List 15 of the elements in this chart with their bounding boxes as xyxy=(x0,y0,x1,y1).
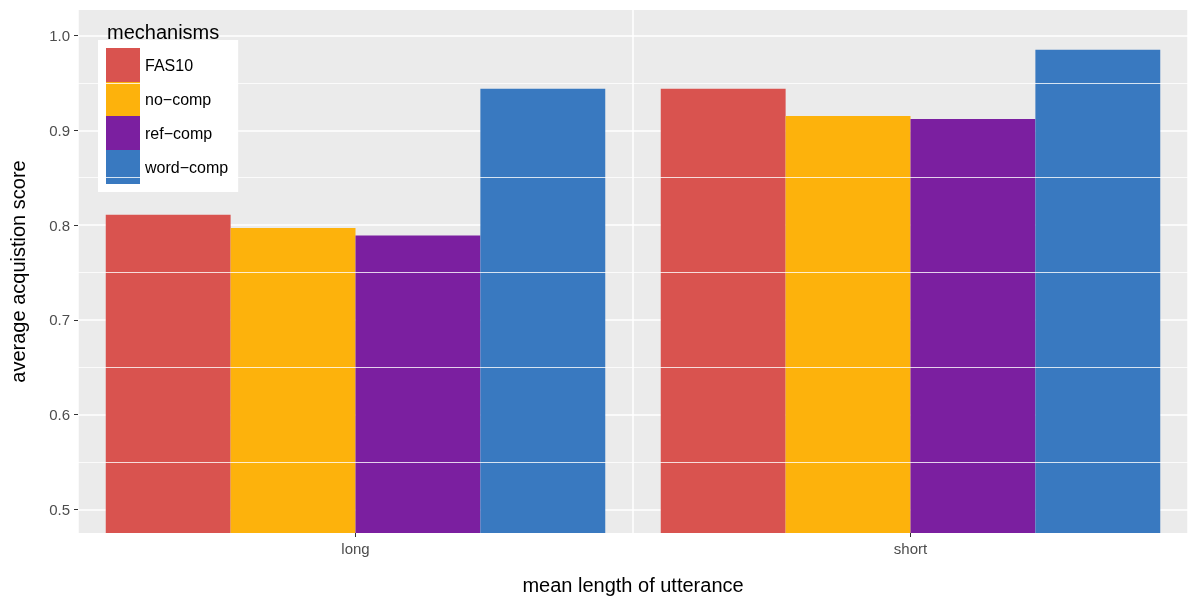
y-tick-label: 0.9 xyxy=(49,121,70,139)
legend-label: no−comp xyxy=(145,90,212,108)
legend-title: mechanisms xyxy=(107,21,220,43)
y-tick-label: 0.5 xyxy=(49,500,70,518)
legend-label: FAS10 xyxy=(145,56,194,74)
x-tick-label: short xyxy=(893,540,928,557)
y-axis-title: average acquistion score xyxy=(7,160,29,383)
y-tick-label: 0.8 xyxy=(49,216,70,234)
legend-label: word−comp xyxy=(144,158,229,176)
y-tick-label: 0.7 xyxy=(49,311,70,329)
x-axis-title: mean length of utterance xyxy=(522,574,744,596)
legend-label: ref−comp xyxy=(145,124,213,142)
x-tick-label: long xyxy=(341,540,370,557)
y-tick-label: 1.0 xyxy=(49,27,70,45)
y-tick-label: 0.6 xyxy=(49,406,70,424)
